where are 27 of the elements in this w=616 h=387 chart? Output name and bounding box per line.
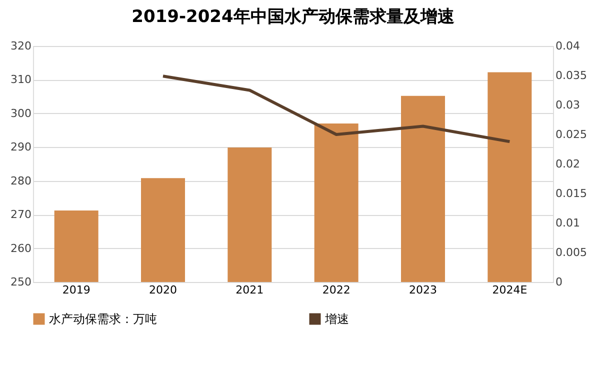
y-tick-label: 320	[10, 40, 32, 52]
y2-tick-label: 0.04	[556, 40, 580, 52]
x-tick-label: 2022	[322, 284, 350, 296]
line-series	[162, 74, 512, 144]
y-tick-label: 290	[10, 140, 32, 154]
y-tick-label: 310	[10, 73, 32, 86]
x-tick-label: 2024E	[492, 284, 528, 296]
y2-tick-label: 0.015	[556, 187, 587, 200]
y2-tick-label: 0.025	[556, 128, 587, 141]
x-tick-label: 2020	[149, 284, 177, 296]
y-tick-label: 260	[10, 242, 32, 255]
y-tick-label: 300	[10, 106, 32, 120]
y2-tick-label: 0.005	[556, 246, 587, 259]
y2-tick-label: 0.03	[556, 98, 580, 112]
x-tick-label: 2023	[409, 284, 437, 296]
x-tick-label: 2021	[236, 284, 264, 296]
y-tick-label: 280	[10, 174, 32, 188]
x-tick-label: 2019	[62, 284, 90, 296]
y-tick-label: 270	[10, 208, 32, 222]
y2-tick-label: 0.035	[556, 69, 587, 82]
chart-title: 2019-2024年中国水产动保需求量及增速	[132, 7, 454, 27]
legend-label: 水产动保需求：万吨	[49, 312, 157, 326]
legend-label: 增速	[324, 312, 349, 326]
y2-tick-label: 0	[556, 276, 562, 288]
y-tick-label: 250	[10, 276, 32, 288]
y2-tick-label: 0.01	[556, 216, 580, 230]
y2-tick-label: 0.02	[556, 158, 580, 170]
